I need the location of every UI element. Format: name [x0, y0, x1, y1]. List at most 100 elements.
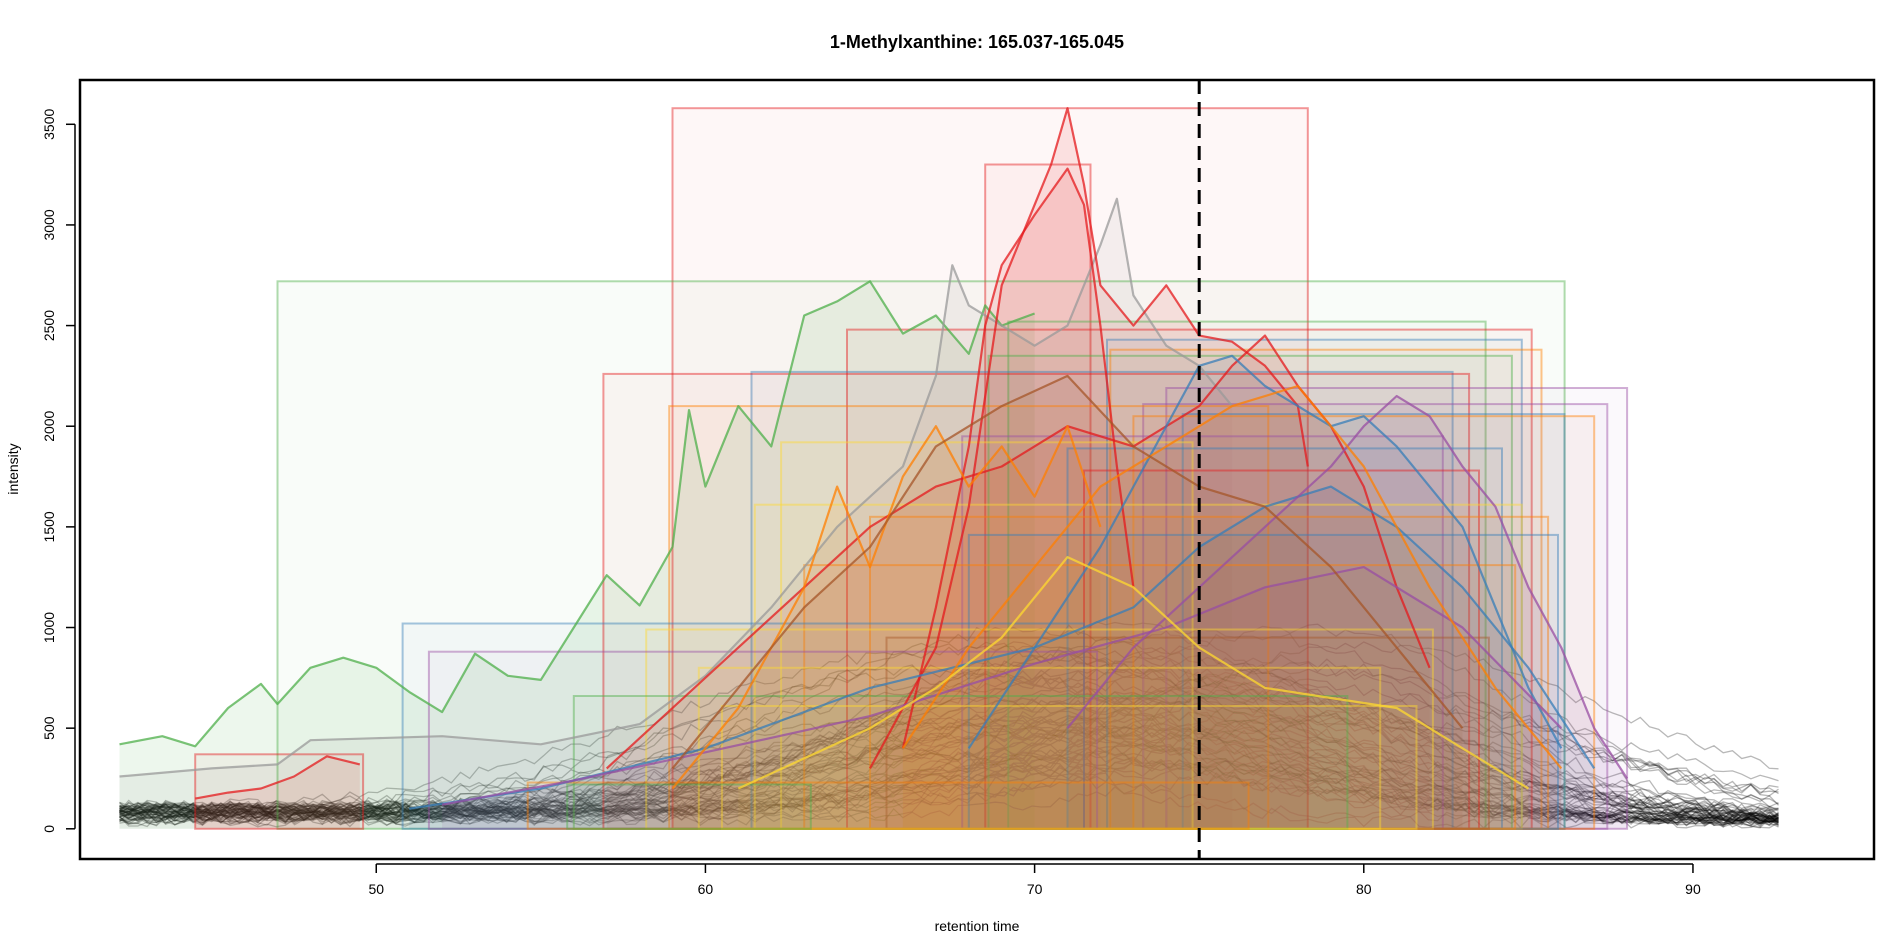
x-axis-title: retention time: [935, 918, 1020, 934]
background-trace: [119, 751, 1779, 829]
background-trace: [119, 678, 1779, 824]
background-trace: [119, 688, 1779, 817]
background-trace: [119, 727, 1779, 827]
background-trace: [119, 693, 1779, 827]
series-line: [901, 167, 1135, 749]
series-line: [901, 384, 1563, 770]
background-trace: [119, 689, 1779, 825]
peak-box: [750, 370, 1454, 830]
peak-box: [566, 783, 812, 830]
background-trace: [119, 722, 1779, 826]
x-tick-label: 70: [1027, 881, 1043, 897]
x-tick-label: 50: [368, 881, 384, 897]
peak-box: [961, 435, 1444, 830]
y-axis-title: intensity: [5, 443, 21, 494]
background-trace: [119, 669, 1779, 823]
peak-box: [803, 564, 1517, 830]
background-trace: [119, 758, 1779, 823]
background-trace: [119, 665, 1779, 828]
peak-box: [572, 695, 1349, 830]
background-trace: [119, 764, 1779, 829]
background-trace: [119, 718, 1779, 824]
background-trace: [119, 752, 1779, 817]
peak-fill: [968, 355, 1562, 829]
background-trace: [119, 745, 1779, 827]
y-tick-label: 2000: [41, 410, 57, 441]
background-trace: [119, 652, 1779, 825]
background-trace: [119, 709, 1779, 821]
background-trace: [119, 649, 1779, 824]
background-trace: [119, 758, 1779, 822]
series-line: [869, 107, 1309, 769]
series-line: [119, 280, 1035, 748]
peak-fill: [1067, 396, 1628, 829]
background-trace: [119, 710, 1779, 817]
background-trace: [119, 645, 1779, 826]
background-trace: [119, 623, 1779, 816]
peak-boxes: [194, 107, 1629, 830]
peak-box: [1066, 447, 1503, 830]
peak-box: [668, 405, 1270, 830]
background-trace: [119, 658, 1779, 814]
plot-frame: [78, 78, 1876, 861]
peak-box: [276, 280, 1566, 830]
y-tick-label: 3000: [41, 209, 57, 240]
background-trace: [119, 664, 1779, 822]
peak-fill: [672, 426, 1101, 829]
peak-box: [671, 107, 1309, 830]
y-tick-label: 500: [41, 716, 57, 740]
background-trace: [119, 714, 1779, 827]
background-trace: [119, 626, 1779, 823]
y-tick-label: 3500: [41, 109, 57, 140]
x-tick-label: 60: [698, 881, 714, 897]
background-trace: [119, 698, 1779, 823]
peak-box: [720, 705, 1418, 830]
y-tick-label: 0: [41, 825, 57, 833]
background-trace: [119, 655, 1779, 829]
peak-box: [846, 328, 1533, 830]
peak-box: [602, 372, 1471, 830]
background-trace: [119, 670, 1779, 824]
peak-fill: [902, 168, 1134, 829]
series-line: [119, 197, 1233, 778]
background-trace: [119, 641, 1779, 824]
background-trace: [119, 741, 1779, 822]
y-tick-label: 1000: [41, 612, 57, 643]
background-trace: [119, 685, 1779, 820]
peak-box: [194, 753, 365, 830]
peak-box: [1007, 320, 1487, 830]
background-trace: [119, 696, 1779, 815]
x-axis: 50 60 70 80 90: [368, 863, 1701, 897]
background-trace: [119, 690, 1779, 826]
background-trace: [119, 641, 1779, 818]
background-trace: [119, 692, 1779, 819]
peak-fill: [738, 557, 1529, 829]
background-trace: [119, 721, 1779, 827]
background-trace: [119, 755, 1779, 827]
background-trace: [119, 645, 1779, 825]
series-line: [441, 566, 1563, 806]
background-trace: [119, 715, 1779, 826]
peak-box: [869, 515, 1550, 830]
peak-fill: [409, 486, 1595, 829]
background-trace: [119, 715, 1779, 827]
background-trace: [119, 716, 1779, 824]
y-tick-label: 2500: [41, 310, 57, 341]
background-trace: [119, 717, 1779, 817]
background-trace: [119, 766, 1779, 825]
peak-box: [1106, 338, 1523, 830]
background-trace: [119, 676, 1779, 828]
series-line: [195, 755, 361, 800]
series-line: [671, 374, 1464, 770]
peak-fill: [870, 108, 1308, 829]
y-tick-label: 1500: [41, 511, 57, 542]
x-tick-label: 90: [1685, 881, 1701, 897]
peak-fill: [119, 281, 1035, 829]
peak-box: [526, 781, 1250, 830]
peak-box: [427, 650, 1099, 830]
plot-area: [119, 107, 1779, 830]
background-trace: [119, 748, 1779, 820]
background-trace: [119, 746, 1779, 825]
series-line: [737, 556, 1529, 790]
